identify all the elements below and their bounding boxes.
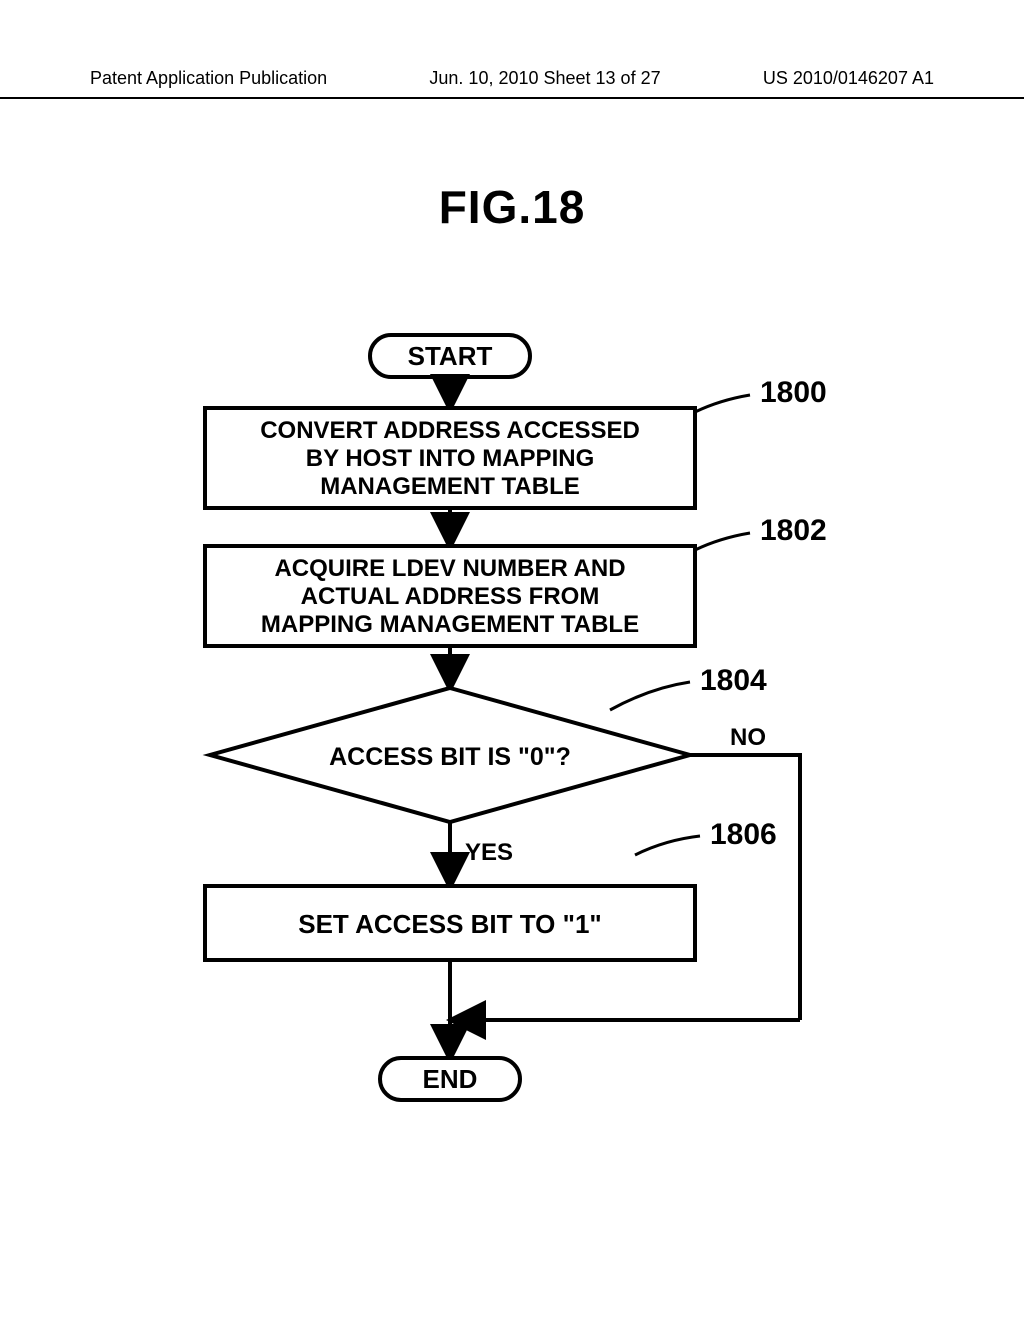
ref-leader bbox=[695, 395, 750, 412]
step1-line2: BY HOST INTO MAPPING bbox=[306, 445, 594, 472]
ref-1800: 1800 bbox=[760, 376, 827, 409]
step1-line1: CONVERT ADDRESS ACCESSED bbox=[260, 417, 640, 444]
start-label: START bbox=[408, 341, 493, 371]
step2-line2: ACTUAL ADDRESS FROM bbox=[301, 583, 600, 610]
flowchart-diagram: START CONVERT ADDRESS ACCESSED BY HOST I… bbox=[160, 330, 880, 1110]
decision-label: ACCESS BIT IS "0"? bbox=[329, 743, 571, 771]
end-label: END bbox=[423, 1064, 478, 1094]
page-header: Patent Application Publication Jun. 10, … bbox=[0, 68, 1024, 99]
decision-1804: ACCESS BIT IS "0"? bbox=[210, 688, 690, 822]
ref-leader bbox=[635, 836, 700, 855]
no-path bbox=[690, 755, 800, 1020]
yes-label: YES bbox=[465, 839, 513, 866]
figure-title: FIG.18 bbox=[0, 180, 1024, 234]
start-node: START bbox=[370, 335, 530, 377]
step2-line1: ACQUIRE LDEV NUMBER AND bbox=[274, 555, 625, 582]
ref-leader bbox=[610, 682, 690, 710]
header-center: Jun. 10, 2010 Sheet 13 of 27 bbox=[429, 68, 660, 89]
process-1806: SET ACCESS BIT TO "1" bbox=[205, 886, 695, 960]
header-right: US 2010/0146207 A1 bbox=[763, 68, 934, 89]
end-node: END bbox=[380, 1058, 520, 1100]
ref-1802: 1802 bbox=[760, 514, 827, 547]
process-1800: CONVERT ADDRESS ACCESSED BY HOST INTO MA… bbox=[205, 408, 695, 508]
no-label: NO bbox=[730, 724, 766, 751]
step3-label: SET ACCESS BIT TO "1" bbox=[298, 909, 601, 939]
ref-leader bbox=[695, 533, 750, 550]
process-1802: ACQUIRE LDEV NUMBER AND ACTUAL ADDRESS F… bbox=[205, 546, 695, 646]
step1-line3: MANAGEMENT TABLE bbox=[320, 473, 580, 500]
step2-line3: MAPPING MANAGEMENT TABLE bbox=[261, 611, 639, 638]
ref-1804: 1804 bbox=[700, 664, 767, 697]
header-left: Patent Application Publication bbox=[90, 68, 327, 89]
ref-1806: 1806 bbox=[710, 818, 777, 851]
